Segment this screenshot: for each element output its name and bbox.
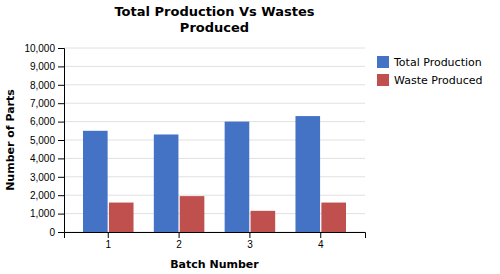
x-tick-mark [320,232,321,238]
y-tick: 10,000 [24,43,64,54]
y-tick-mark [58,48,64,49]
y-tick-mark [58,158,64,159]
y-tick-mark [58,232,64,233]
grid-line [64,84,365,85]
x-tick-mark [249,232,250,238]
grid [64,48,365,232]
grid-line [64,48,365,49]
y-tick-mark [58,85,64,86]
plot-area: 0 1,000 2,000 3,000 4,000 5,000 6,000 7,000 8,00… [24,43,365,250]
x-tick-mark [108,232,109,238]
x-tick-label: 3 [247,239,253,250]
bar-series [109,196,346,232]
y-tick-label: 3,000 [30,172,55,183]
x-tick: 4 [318,232,324,250]
legend-swatch [377,74,389,86]
x-tick: 3 [247,232,253,250]
y-tick-mark [58,66,64,67]
y-tick-label: 7,000 [30,98,55,109]
grid-line [64,66,365,67]
x-axis-title: Batch Number [170,258,259,271]
bar [251,211,276,232]
x-tick-label: 1 [105,239,111,250]
title-line: Produced [180,20,249,35]
bar [180,196,205,232]
y-tick-label: 1,000 [30,208,55,219]
y-tick-mark [58,195,64,196]
y-tick: 3,000 [30,172,64,183]
title-line: Total Production Vs Wastes [114,4,314,19]
x-tick-label: 2 [176,239,182,250]
bar [295,116,320,232]
bar [225,122,250,232]
bar [321,203,346,232]
y-tick-label: 6,000 [30,116,55,127]
legend-swatch [377,56,389,68]
y-tick: 8,000 [30,80,64,91]
y-tick-mark [58,177,64,178]
bar [83,131,108,232]
x-tick: 1 [105,232,111,250]
y-tick: 0 [49,227,64,238]
y-tick-label: 5,000 [30,135,55,146]
y-tick: 1,000 [30,208,64,219]
y-tick: 7,000 [30,98,64,109]
y-tick-mark [58,103,64,104]
chart-container: 0 1,000 2,000 3,000 4,000 5,000 6,000 7,000 8,00… [0,0,500,274]
x-axis: 1 2 3 4 [65,232,366,250]
bar [109,203,134,232]
y-tick: 6,000 [30,116,64,127]
y-tick: 9,000 [30,61,64,72]
y-axis-title: Number of Parts [4,89,17,191]
title: Total Production Vs WastesProduced [114,4,314,35]
y-tick-mark [58,122,64,123]
x-tick: 2 [176,232,182,250]
y-tick: 2,000 [30,190,64,201]
legend-item: Total Production [377,56,482,69]
x-tick-label: 4 [318,239,324,250]
legend-item: Waste Produced [377,74,482,87]
y-tick-label: 0 [49,227,55,238]
y-tick-mark [58,214,64,215]
y-tick-label: 4,000 [30,153,55,164]
bar-series [83,116,320,232]
y-tick-label: 8,000 [30,80,55,91]
legend-label: Waste Produced [394,74,482,87]
legend: Total Production Waste Produced [377,56,482,87]
bars [83,116,346,232]
chart-svg: 0 1,000 2,000 3,000 4,000 5,000 6,000 7,000 8,00… [0,0,500,274]
y-tick: 4,000 [30,153,64,164]
grid-line [64,103,365,104]
y-tick-mark [58,140,64,141]
bar [154,134,179,232]
y-axis: 0 1,000 2,000 3,000 4,000 5,000 6,000 7,000 8,00… [24,43,64,238]
y-tick-label: 2,000 [30,190,55,201]
y-tick-label: 9,000 [30,61,55,72]
x-axis-line [65,233,366,239]
x-tick-mark [179,232,180,238]
y-tick: 5,000 [30,135,64,146]
y-tick-label: 10,000 [24,43,55,54]
y-axis-line [58,49,65,233]
legend-label: Total Production [393,56,482,69]
